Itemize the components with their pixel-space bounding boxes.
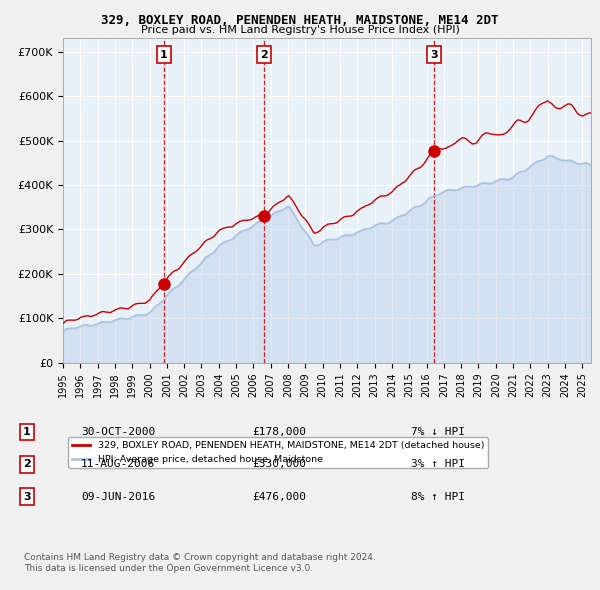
Text: £178,000: £178,000 [252, 427, 306, 437]
Text: Price paid vs. HM Land Registry's House Price Index (HPI): Price paid vs. HM Land Registry's House … [140, 25, 460, 35]
Text: £476,000: £476,000 [252, 492, 306, 502]
Text: 3% ↑ HPI: 3% ↑ HPI [411, 460, 465, 469]
Text: 2: 2 [260, 50, 268, 60]
Text: 3: 3 [430, 50, 438, 60]
Text: 329, BOXLEY ROAD, PENENDEN HEATH, MAIDSTONE, ME14 2DT: 329, BOXLEY ROAD, PENENDEN HEATH, MAIDST… [101, 14, 499, 27]
Text: 7% ↓ HPI: 7% ↓ HPI [411, 427, 465, 437]
Text: This data is licensed under the Open Government Licence v3.0.: This data is licensed under the Open Gov… [24, 565, 313, 573]
Text: 11-AUG-2006: 11-AUG-2006 [81, 460, 155, 469]
Legend: 329, BOXLEY ROAD, PENENDEN HEATH, MAIDSTONE, ME14 2DT (detached house), HPI: Ave: 329, BOXLEY ROAD, PENENDEN HEATH, MAIDST… [68, 437, 488, 468]
Text: 1: 1 [23, 427, 31, 437]
Text: 2: 2 [23, 460, 31, 469]
Text: 3: 3 [23, 492, 31, 502]
Text: 09-JUN-2016: 09-JUN-2016 [81, 492, 155, 502]
Text: Contains HM Land Registry data © Crown copyright and database right 2024.: Contains HM Land Registry data © Crown c… [24, 553, 376, 562]
Text: £330,000: £330,000 [252, 460, 306, 469]
Text: 8% ↑ HPI: 8% ↑ HPI [411, 492, 465, 502]
Text: 30-OCT-2000: 30-OCT-2000 [81, 427, 155, 437]
Text: 1: 1 [160, 50, 168, 60]
